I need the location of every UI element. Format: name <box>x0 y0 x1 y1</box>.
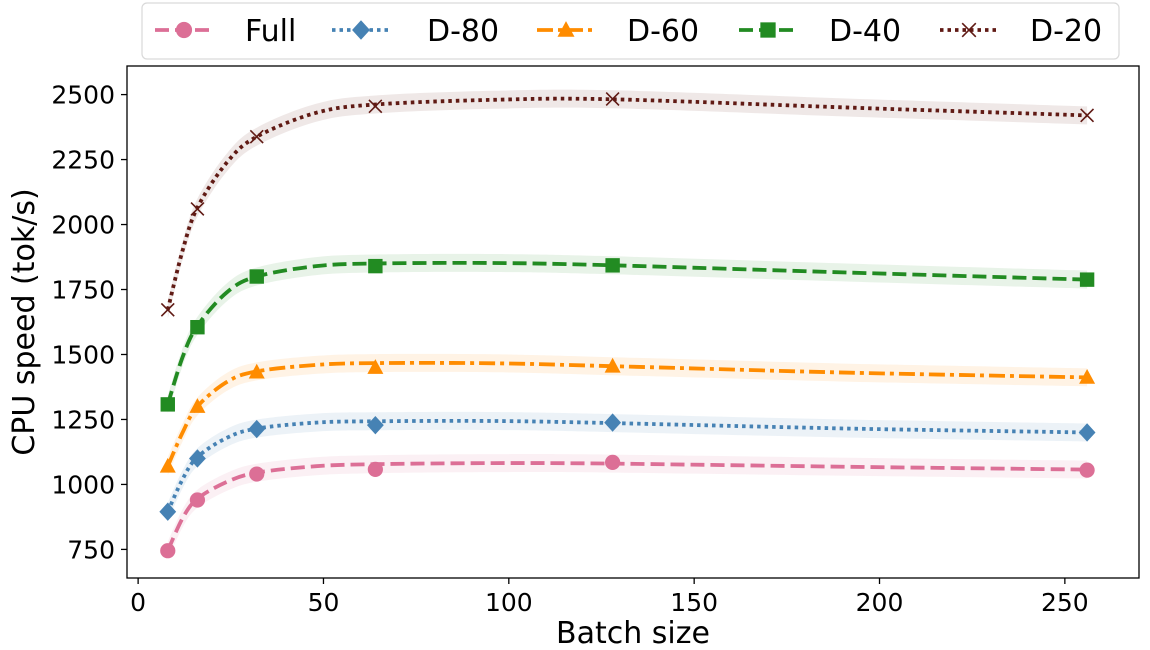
series-lines <box>165 96 1088 552</box>
legend-marker-full <box>175 21 193 39</box>
y-tick-label: 750 <box>67 535 115 564</box>
legend-marker-d-80 <box>352 20 370 40</box>
point-full <box>160 543 176 559</box>
x-tick-label: 100 <box>485 588 533 617</box>
point-d-60 <box>189 398 206 413</box>
confidence-bands <box>167 89 1088 560</box>
y-tick-label: 1500 <box>51 340 115 369</box>
point-d-40 <box>605 258 620 273</box>
point-d-80 <box>189 449 206 468</box>
y-tick-label: 1250 <box>51 405 115 434</box>
y-tick-label: 2500 <box>51 81 115 110</box>
point-full <box>367 461 383 477</box>
point-d-40 <box>160 397 175 412</box>
point-d-20 <box>605 92 620 106</box>
point-d-60 <box>1079 368 1096 384</box>
point-d-60 <box>159 457 176 473</box>
y-tick-label: 1750 <box>51 276 115 305</box>
point-d-20 <box>190 201 205 216</box>
legend-frame <box>141 2 1120 60</box>
band-d-60 <box>167 353 1088 476</box>
y-tick-label: 1000 <box>51 470 115 499</box>
plot-area-frame <box>126 65 1140 579</box>
x-tick-label: 0 <box>130 588 146 617</box>
point-d-60 <box>367 359 384 374</box>
point-full <box>189 492 206 508</box>
point-d-40 <box>1079 272 1095 287</box>
y-tick-label: 2250 <box>51 146 115 175</box>
point-full <box>249 466 265 482</box>
band-d-80 <box>167 411 1088 521</box>
x-axis-label: Batch size <box>556 616 710 650</box>
point-full <box>605 454 621 470</box>
point-d-20 <box>249 129 264 144</box>
point-d-80 <box>159 502 177 521</box>
point-d-80 <box>366 415 384 435</box>
legend-label-d-20: D-20 <box>1030 14 1102 49</box>
legend-label-d-80: D-80 <box>427 14 499 49</box>
y-axis-ticks: 750 1000 1250 1500 1750 2000 2250 2500 <box>51 81 127 564</box>
point-d-20 <box>1080 108 1095 123</box>
point-d-80 <box>1078 423 1096 442</box>
point-d-60 <box>248 363 265 379</box>
point-d-40 <box>190 319 205 335</box>
x-tick-label: 50 <box>308 588 340 617</box>
point-d-20 <box>160 302 175 317</box>
legend-label-d-40: D-40 <box>829 14 901 49</box>
point-d-40 <box>368 258 383 274</box>
x-tick-label: 250 <box>1041 588 1089 617</box>
point-d-80 <box>248 419 266 439</box>
band-d-20 <box>167 89 1088 319</box>
band-d-40 <box>167 253 1088 414</box>
x-tick-label: 150 <box>670 588 718 617</box>
legend-label-d-60: D-60 <box>627 14 699 49</box>
legend-marker-d-40 <box>760 22 776 38</box>
band-full <box>167 454 1088 560</box>
legend-marker-d-20 <box>961 22 977 38</box>
point-d-80 <box>604 413 622 432</box>
series-markers <box>159 92 1096 559</box>
line-d-20 <box>165 96 1088 311</box>
legend-marker-d-60 <box>557 21 575 37</box>
y-axis-label: CPU speed (tok/s) <box>7 188 42 455</box>
legend: Full D-80 D-60 D-40 D-20 <box>141 2 1120 60</box>
y-tick-label: 2000 <box>51 211 115 240</box>
point-d-20 <box>368 99 383 114</box>
x-axis-ticks: 0 50 100 150 200 250 <box>130 578 1089 617</box>
point-full <box>1079 462 1095 478</box>
point-d-60 <box>604 357 621 373</box>
x-tick-label: 200 <box>856 588 904 617</box>
legend-label-full: Full <box>245 14 296 49</box>
point-d-40 <box>249 269 264 284</box>
